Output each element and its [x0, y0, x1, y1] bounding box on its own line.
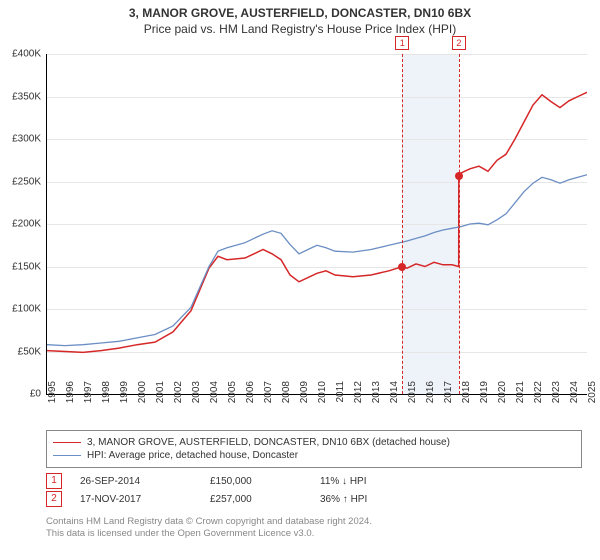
sale-marker-label: 2: [452, 36, 466, 50]
sale-vs-hpi: 11% ↓ HPI: [320, 476, 400, 487]
sale-marker-label: 1: [395, 36, 409, 50]
sales-table: 1 26-SEP-2014£150,00011% ↓ HPI 2 17-NOV-201…: [46, 472, 582, 508]
title-address: 3, MANOR GROVE, AUSTERFIELD, DONCASTER, …: [0, 6, 600, 20]
legend-item: HPI: Average price, detached house, Donc…: [53, 450, 575, 461]
sale-marker-line: [402, 54, 403, 394]
y-tick-label: £200K: [1, 219, 41, 230]
y-tick-label: £50K: [1, 346, 41, 357]
chart-area: £0 £50K £100K £150K £200K £250K £300K £350K £400…: [0, 46, 600, 426]
sale-marker-point: [455, 172, 463, 180]
sale-row: 2 17-NOV-2017£257,00036% ↑ HPI: [46, 490, 582, 508]
sale-price: £150,000: [210, 476, 320, 487]
y-tick-label: £100K: [1, 304, 41, 315]
y-tick-label: £300K: [1, 134, 41, 145]
plot-region: £0£50K£100K£150K£200K£250K£300K£350K£400…: [46, 54, 587, 395]
sale-marker-line: [459, 54, 460, 394]
sale-vs-hpi: 36% ↑ HPI: [320, 494, 400, 505]
legend-label: 3, MANOR GROVE, AUSTERFIELD, DONCASTER, …: [87, 437, 450, 448]
sale-date: 17-NOV-2017: [80, 494, 210, 505]
sale-date: 26-SEP-2014: [80, 476, 210, 487]
y-tick-label: £350K: [1, 91, 41, 102]
series-property: [47, 92, 587, 352]
footer-line-1: Contains HM Land Registry data © Crown c…: [46, 516, 582, 528]
x-tick-label: 2025: [587, 381, 598, 411]
y-tick-label: £400K: [1, 49, 41, 60]
footer-line-2: This data is licensed under the Open Gov…: [46, 528, 582, 540]
sale-price: £257,000: [210, 494, 320, 505]
title-block: 3, MANOR GROVE, AUSTERFIELD, DONCASTER, …: [0, 0, 600, 36]
y-tick-label: £150K: [1, 261, 41, 272]
legend-item: 3, MANOR GROVE, AUSTERFIELD, DONCASTER, …: [53, 437, 575, 448]
y-tick-label: £250K: [1, 176, 41, 187]
chart-container: 3, MANOR GROVE, AUSTERFIELD, DONCASTER, …: [0, 0, 600, 560]
sale-index: 2: [46, 491, 62, 507]
series-hpi: [47, 175, 587, 346]
title-subtitle: Price paid vs. HM Land Registry's House …: [0, 22, 600, 36]
sale-index: 1: [46, 473, 62, 489]
sale-marker-point: [398, 263, 406, 271]
legend-swatch: [53, 455, 81, 456]
legend-box: 3, MANOR GROVE, AUSTERFIELD, DONCASTER, …: [46, 430, 582, 468]
sale-row: 1 26-SEP-2014£150,00011% ↓ HPI: [46, 472, 582, 490]
legend-swatch: [53, 442, 81, 443]
footer-attribution: Contains HM Land Registry data © Crown c…: [46, 516, 582, 541]
line-series: [47, 54, 587, 394]
legend-label: HPI: Average price, detached house, Donc…: [87, 450, 298, 461]
y-tick-label: £0: [1, 389, 41, 400]
